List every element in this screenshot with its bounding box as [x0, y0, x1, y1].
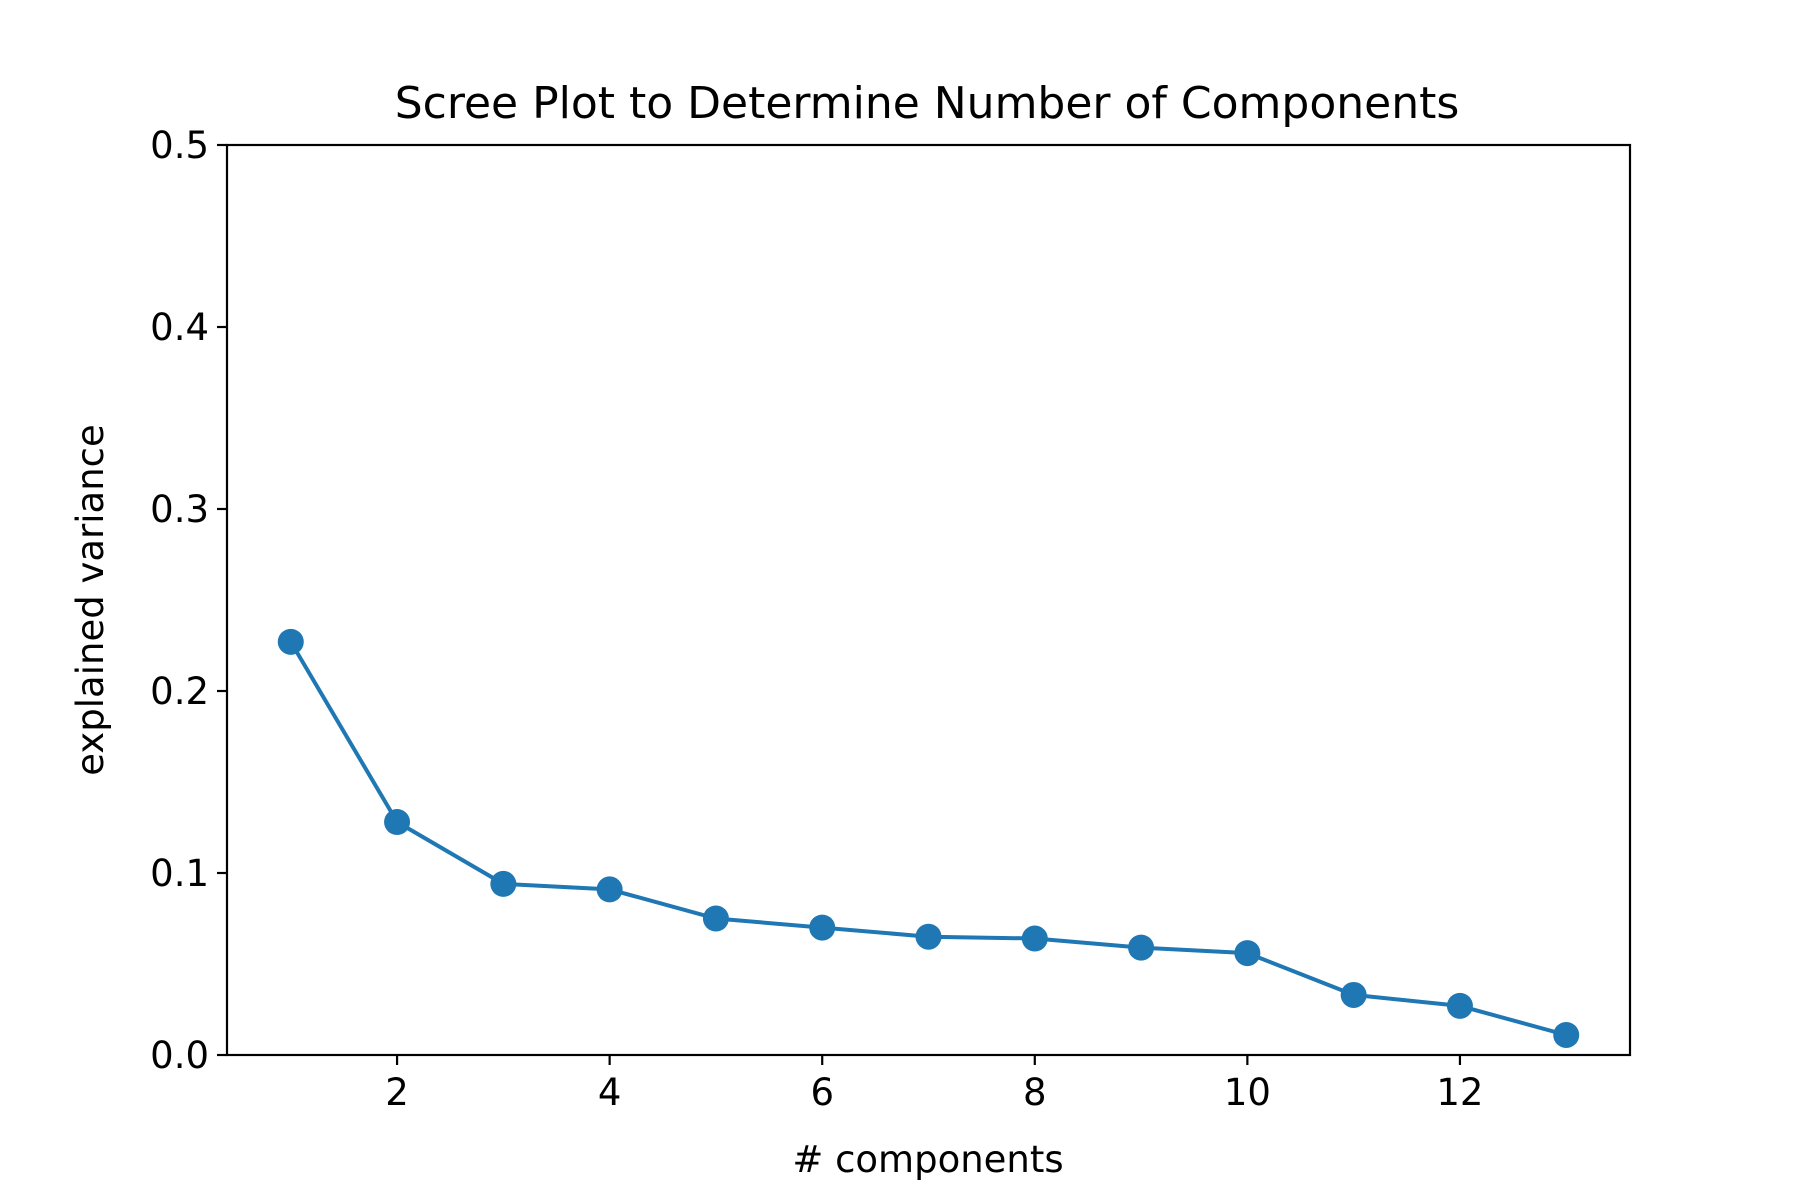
- series-line: [289, 640, 1567, 1037]
- y-tick-label: 0.0: [150, 1034, 209, 1077]
- chart-title: Scree Plot to Determine Number of Compon…: [395, 78, 1460, 129]
- y-tick-label: 0.2: [150, 670, 209, 713]
- data-point: [1021, 925, 1048, 952]
- x-tick-label: 2: [385, 1071, 409, 1114]
- data-point: [809, 914, 836, 941]
- data-point: [702, 905, 729, 932]
- x-tick-label: 6: [810, 1071, 834, 1114]
- data-point: [1553, 1021, 1580, 1048]
- y-tick-label: 0.5: [150, 124, 209, 167]
- x-tick-label: 4: [598, 1071, 622, 1114]
- series-markers: [277, 628, 1580, 1048]
- data-point: [915, 923, 942, 950]
- y-tick-label: 0.4: [150, 306, 209, 349]
- data-point: [1234, 940, 1261, 967]
- plot-area-frame: [225, 143, 1632, 1057]
- data-point: [596, 876, 623, 903]
- y-axis: 0.0 0.1 0.2 0.3 0.4 0.5: [150, 124, 227, 1077]
- x-axis-label: # components: [792, 1138, 1063, 1181]
- y-tick-label: 0.1: [150, 852, 209, 895]
- data-point: [1446, 992, 1473, 1019]
- x-axis: 2 4 6 8 10 12: [385, 1055, 1483, 1114]
- x-tick-label: 10: [1224, 1071, 1271, 1114]
- y-axis-label: explained variance: [69, 424, 112, 775]
- data-point: [277, 628, 304, 655]
- data-point: [490, 870, 517, 897]
- y-tick-label: 0.3: [150, 488, 209, 531]
- x-tick-label: 8: [1023, 1071, 1047, 1114]
- data-point: [1340, 981, 1367, 1008]
- data-point: [1128, 934, 1155, 961]
- x-tick-label: 12: [1436, 1071, 1483, 1114]
- data-point: [384, 809, 411, 836]
